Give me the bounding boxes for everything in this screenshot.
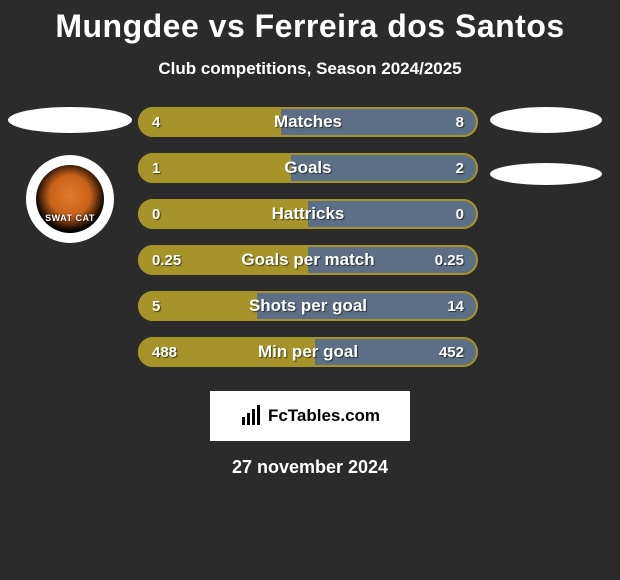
club-logo-inner: SWAT CAT [36, 165, 104, 233]
club-right-ellipse [490, 163, 602, 185]
stat-bar-label: Matches [138, 107, 478, 137]
stat-bar: 12Goals [138, 153, 478, 183]
right-player-col [490, 107, 602, 185]
page-title: Mungdee vs Ferreira dos Santos [0, 0, 620, 45]
brand-badge: FcTables.com [210, 391, 410, 441]
date-label: 27 november 2024 [0, 457, 620, 478]
stat-bar: 514Shots per goal [138, 291, 478, 321]
player-left-ellipse [8, 107, 132, 133]
stat-bar: 00Hattricks [138, 199, 478, 229]
brand-icon [240, 405, 262, 427]
left-player-col: SWAT CAT [8, 107, 132, 243]
comparison-stage: SWAT CAT 48Matches 12Goals 00Hattricks 0.25… [0, 107, 620, 387]
page-subtitle: Club competitions, Season 2024/2025 [0, 59, 620, 79]
stat-bar: 48Matches [138, 107, 478, 137]
stat-bar: 488452Min per goal [138, 337, 478, 367]
stat-bar-label: Goals per match [138, 245, 478, 275]
brand-text: FcTables.com [268, 406, 380, 426]
club-logo-left: SWAT CAT [26, 155, 114, 243]
stat-bar-label: Shots per goal [138, 291, 478, 321]
player-right-ellipse [490, 107, 602, 133]
stat-bar-label: Hattricks [138, 199, 478, 229]
stat-bar-label: Goals [138, 153, 478, 183]
club-logo-text: SWAT CAT [45, 213, 95, 223]
stat-bar: 0.250.25Goals per match [138, 245, 478, 275]
stat-bar-label: Min per goal [138, 337, 478, 367]
stat-bars: 48Matches 12Goals 00Hattricks 0.250.25Goals… [138, 107, 478, 383]
